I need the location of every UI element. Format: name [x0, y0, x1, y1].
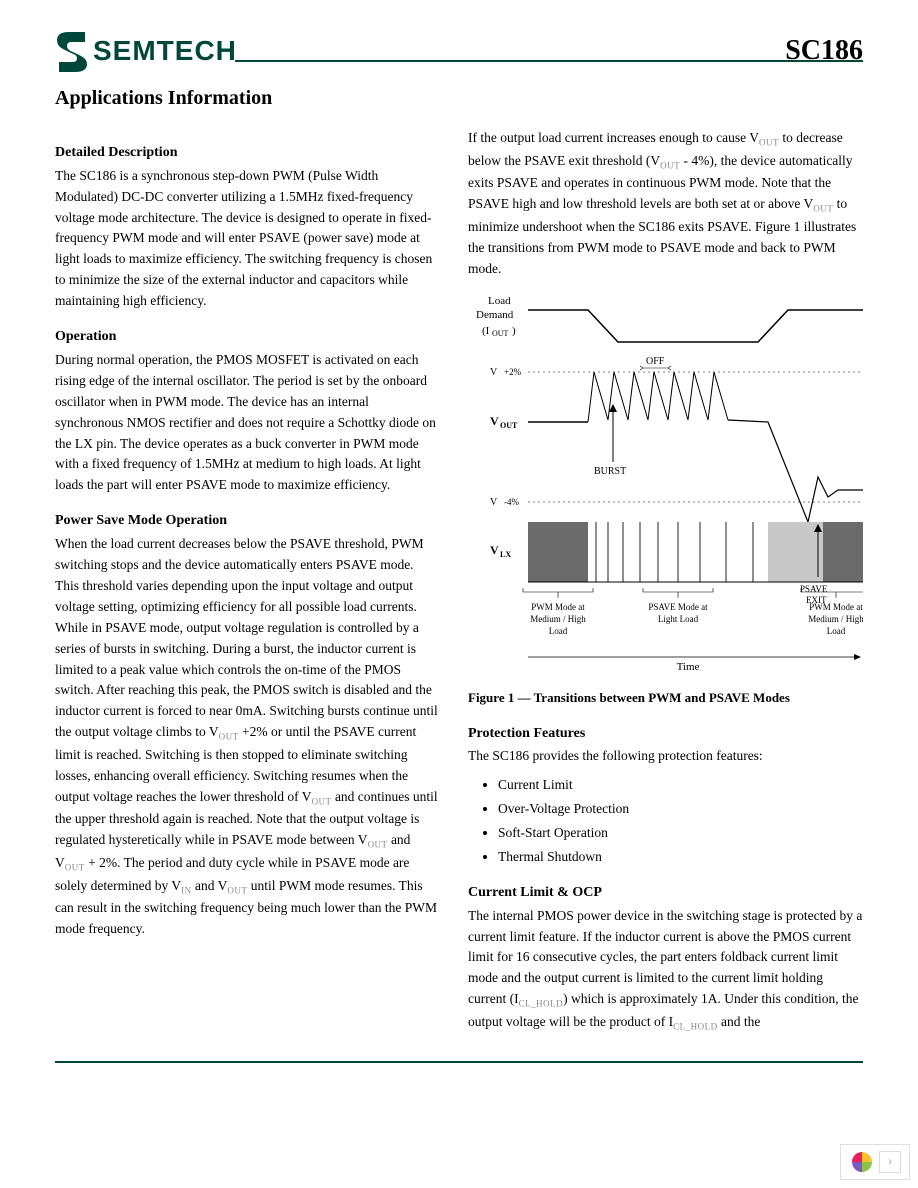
- svg-text:Load: Load: [827, 626, 846, 636]
- subscript: CL_HOLD: [673, 1022, 718, 1032]
- text-fragment: and the: [718, 1014, 761, 1029]
- body-text: The SC186 is a synchronous step-down PWM…: [55, 166, 440, 312]
- subscript: OUT: [368, 840, 388, 850]
- list-item: Over-Voltage Protection: [498, 799, 863, 820]
- subscript: OUT: [219, 732, 239, 742]
- body-text: When the load current decreases below th…: [55, 534, 440, 940]
- svg-text:Medium / High: Medium / High: [808, 614, 863, 624]
- mode-transition-diagram: LoadDemand(IOUT)V+2%VOUTOFFV-4%BURSTVLXP…: [468, 292, 863, 672]
- svg-text:PWM Mode at: PWM Mode at: [809, 602, 863, 612]
- svg-text:OUT: OUT: [492, 329, 509, 338]
- svg-text:-4%: -4%: [504, 497, 519, 507]
- header-rule: [235, 60, 863, 62]
- text-fragment: When the load current decreases below th…: [55, 536, 438, 739]
- text-fragment: If the output load current increases eno…: [468, 130, 759, 145]
- widget-pinwheel-icon: [849, 1149, 875, 1175]
- svg-text:OFF: OFF: [646, 356, 665, 367]
- list-item: Current Limit: [498, 775, 863, 796]
- company-logo-area: SEMTECH: [55, 30, 237, 72]
- section-title-operation: Operation: [55, 326, 440, 348]
- svg-text:V: V: [490, 367, 498, 378]
- svg-text:(I: (I: [482, 325, 490, 337]
- svg-text:Demand: Demand: [476, 309, 514, 321]
- svg-text:LX: LX: [500, 550, 511, 559]
- page-title: Applications Information: [55, 87, 863, 110]
- subscript: OUT: [660, 160, 680, 170]
- left-column: Detailed Description The SC186 is a sync…: [55, 128, 440, 1037]
- section-title-psave: Power Save Mode Operation: [55, 510, 440, 532]
- section-title-protection: Protection Features: [468, 723, 863, 745]
- svg-text:Light Load: Light Load: [658, 614, 699, 624]
- figure-caption: Figure 1 — Transitions between PWM and P…: [468, 688, 863, 708]
- text-fragment: and V: [192, 878, 228, 893]
- datasheet-page: SEMTECH SC186 Applications Information D…: [0, 0, 918, 1188]
- figure-1: LoadDemand(IOUT)V+2%VOUTOFFV-4%BURSTVLXP…: [468, 292, 863, 679]
- svg-text:V: V: [490, 414, 499, 428]
- list-item: Thermal Shutdown: [498, 847, 863, 868]
- subscript: CL_HOLD: [519, 999, 564, 1009]
- page-widget[interactable]: ›: [840, 1144, 910, 1180]
- company-name: SEMTECH: [93, 35, 237, 67]
- svg-text:PSAVE: PSAVE: [800, 584, 828, 594]
- svg-text:BURST: BURST: [594, 466, 626, 477]
- svg-text:Time: Time: [677, 661, 700, 672]
- svg-text:PSAVE Mode at: PSAVE Mode at: [648, 602, 708, 612]
- page-header: SEMTECH SC186: [55, 30, 863, 72]
- content-columns: Detailed Description The SC186 is a sync…: [55, 128, 863, 1037]
- body-text: The internal PMOS power device in the sw…: [468, 906, 863, 1035]
- widget-next-button[interactable]: ›: [879, 1151, 901, 1173]
- svg-text:OUT: OUT: [500, 421, 518, 430]
- svg-text:PWM Mode at: PWM Mode at: [531, 602, 585, 612]
- subscript: OUT: [227, 885, 247, 895]
- subscript: OUT: [312, 796, 332, 806]
- protection-features-list: Current Limit Over-Voltage Protection So…: [498, 775, 863, 868]
- list-item: Soft-Start Operation: [498, 823, 863, 844]
- svg-text:V: V: [490, 543, 499, 557]
- section-title-detailed: Detailed Description: [55, 142, 440, 164]
- svg-text:V: V: [490, 497, 498, 508]
- body-text: The SC186 provides the following protect…: [468, 746, 863, 767]
- footer-rule: [55, 1061, 863, 1063]
- chevron-right-icon: ›: [888, 1154, 893, 1170]
- svg-text:): ): [512, 325, 516, 337]
- section-title-current-limit: Current Limit & OCP: [468, 882, 863, 904]
- right-column: If the output load current increases eno…: [468, 128, 863, 1037]
- svg-text:Medium / High: Medium / High: [530, 614, 586, 624]
- subscript: OUT: [65, 863, 85, 873]
- text-fragment: ) which is approximately 1A. Under this …: [468, 991, 859, 1029]
- body-text: During normal operation, the PMOS MOSFET…: [55, 350, 440, 496]
- svg-text:Load: Load: [549, 626, 568, 636]
- part-number: SC186: [785, 35, 863, 67]
- subscript: OUT: [759, 138, 779, 148]
- svg-text:Load: Load: [488, 295, 511, 307]
- subscript: IN: [181, 885, 192, 895]
- body-text: If the output load current increases eno…: [468, 128, 863, 280]
- svg-text:+2%: +2%: [504, 367, 522, 377]
- subscript: OUT: [813, 204, 833, 214]
- semtech-logo-icon: [55, 30, 89, 72]
